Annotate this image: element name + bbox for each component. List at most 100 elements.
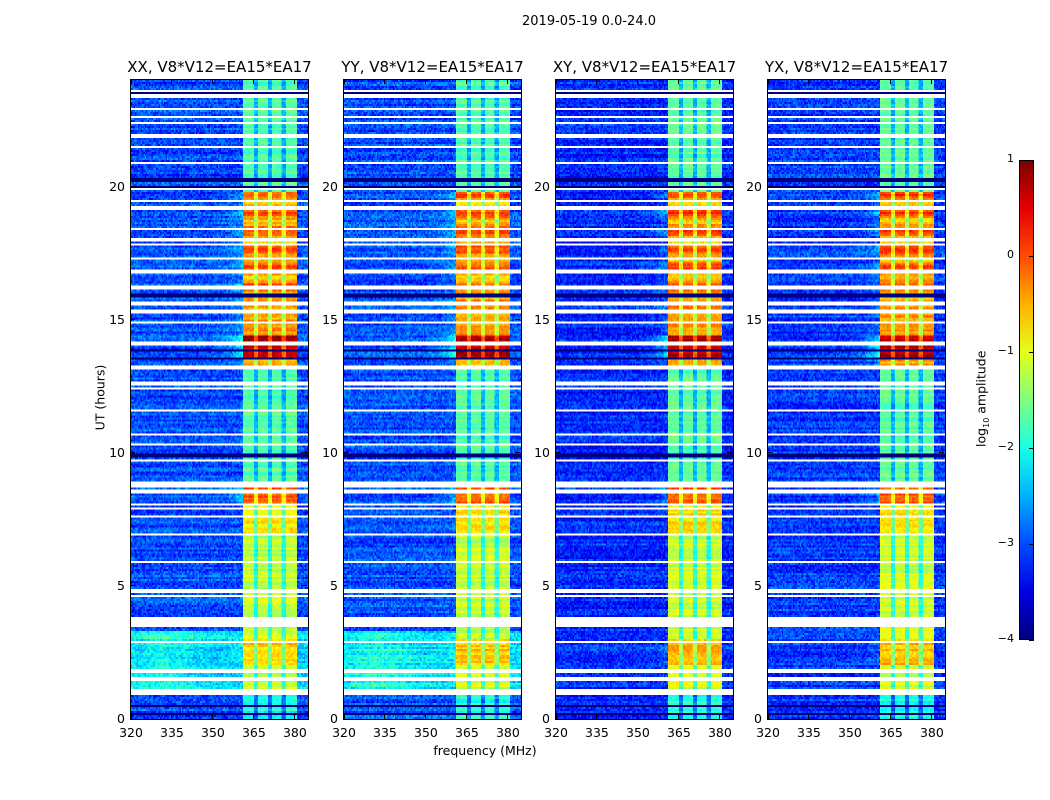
y-tick-label: 15	[746, 311, 762, 327]
x-tick-label: 365	[241, 725, 266, 740]
heatmap-xy	[556, 80, 733, 719]
colorbar-tick	[1029, 255, 1034, 257]
y-tick	[130, 718, 135, 720]
axes-frame	[767, 79, 946, 720]
colorbar-tick-label: 1	[1007, 152, 1014, 165]
colorbar-tick-label: −1	[997, 344, 1014, 357]
y-tick	[767, 452, 772, 454]
x-tick-label: 365	[878, 725, 903, 740]
x-tick	[171, 714, 173, 719]
y-tick	[515, 585, 520, 587]
y-tick	[555, 452, 560, 454]
x-tick	[294, 79, 296, 84]
y-axis-label: UT (hours)	[92, 364, 108, 431]
spectrogram-panel-xy: XY, V8*V12=EA15*EA17 320 335 350 365 380 0 5 10 1…	[534, 58, 736, 740]
y-tick-label: 5	[117, 577, 125, 593]
y-tick-label: 5	[330, 577, 338, 593]
axes-frame	[555, 79, 734, 720]
x-tick-label: 380	[495, 725, 520, 740]
y-tick	[343, 186, 348, 187]
y-tick	[767, 186, 772, 187]
colorbar-tick	[1029, 159, 1034, 161]
x-tick	[425, 714, 427, 719]
x-tick	[931, 79, 933, 84]
x-tick-label: 380	[707, 725, 732, 740]
x-tick	[555, 714, 557, 719]
y-tick-label: 10	[109, 444, 125, 460]
y-tick	[343, 319, 348, 321]
x-axis-label: frequency (MHz)	[433, 743, 537, 758]
y-tick-label: 20	[534, 178, 550, 194]
x-tick	[294, 714, 296, 719]
y-tick-label: 0	[330, 711, 338, 726]
x-tick-label: 365	[454, 725, 479, 740]
x-tick	[890, 79, 892, 84]
y-tick	[727, 452, 732, 454]
colorbar-tick	[1029, 351, 1034, 353]
x-tick	[253, 79, 255, 84]
x-tick-label: 335	[797, 725, 821, 740]
x-tick	[507, 714, 509, 719]
y-tick	[343, 452, 348, 454]
colorbar	[1019, 160, 1034, 640]
x-tick	[849, 79, 851, 84]
x-tick-label: 365	[666, 725, 691, 740]
y-tick	[302, 186, 307, 187]
y-tick	[515, 718, 520, 720]
y-tick-label: 15	[109, 311, 125, 327]
y-tick	[727, 186, 732, 187]
y-tick	[767, 718, 772, 720]
panel-title: XY, V8*V12=EA15*EA17	[552, 58, 737, 76]
x-tick	[849, 714, 851, 719]
x-tick	[466, 79, 468, 84]
heatmap-yy	[344, 80, 521, 719]
y-tick	[130, 319, 135, 321]
x-tick	[719, 79, 721, 84]
y-tick-label: 10	[534, 444, 550, 460]
y-tick	[130, 186, 135, 187]
axes-frame	[343, 79, 522, 720]
colorbar-tick-label: −2	[997, 440, 1014, 453]
x-tick	[555, 79, 557, 84]
x-tick	[808, 79, 810, 84]
y-tick-label: 10	[746, 444, 762, 460]
y-tick-label: 20	[109, 178, 125, 194]
y-tick-label: 0	[754, 711, 762, 726]
x-tick	[890, 714, 892, 719]
x-tick-label: 335	[373, 725, 397, 740]
x-tick	[171, 79, 173, 84]
heatmap-xx	[131, 80, 308, 719]
x-tick-label: 320	[756, 725, 780, 740]
colorbar-tick-label: −3	[997, 536, 1014, 549]
x-tick-label: 350	[626, 725, 650, 740]
y-tick	[302, 319, 307, 321]
x-tick-label: 350	[414, 725, 438, 740]
y-tick	[555, 718, 560, 720]
x-tick	[343, 714, 345, 719]
y-tick	[767, 585, 772, 587]
y-tick	[939, 585, 944, 587]
axes-frame	[130, 79, 309, 720]
x-tick	[767, 714, 769, 719]
colorbar-tick	[1029, 447, 1034, 449]
y-tick	[515, 186, 520, 187]
x-tick-label: 320	[119, 725, 143, 740]
y-tick-label: 15	[534, 311, 550, 327]
x-tick	[212, 79, 214, 84]
y-tick	[343, 585, 348, 587]
y-tick-label: 20	[746, 178, 762, 194]
x-tick	[767, 79, 769, 84]
y-tick-label: 0	[117, 711, 125, 726]
x-tick	[931, 714, 933, 719]
x-tick-label: 350	[201, 725, 225, 740]
y-tick	[515, 452, 520, 454]
colorbar-label-suffix: amplitude	[973, 350, 989, 418]
y-tick	[343, 718, 348, 720]
y-tick	[515, 319, 520, 321]
x-tick	[596, 714, 598, 719]
spectrogram-panel-xx: XX, V8*V12=EA15*EA17 320 335 350 365 380 0 5 10 1…	[109, 58, 312, 740]
y-tick-label: 20	[322, 178, 338, 194]
x-tick	[678, 714, 680, 719]
y-tick	[939, 718, 944, 720]
y-tick-label: 5	[754, 577, 762, 593]
